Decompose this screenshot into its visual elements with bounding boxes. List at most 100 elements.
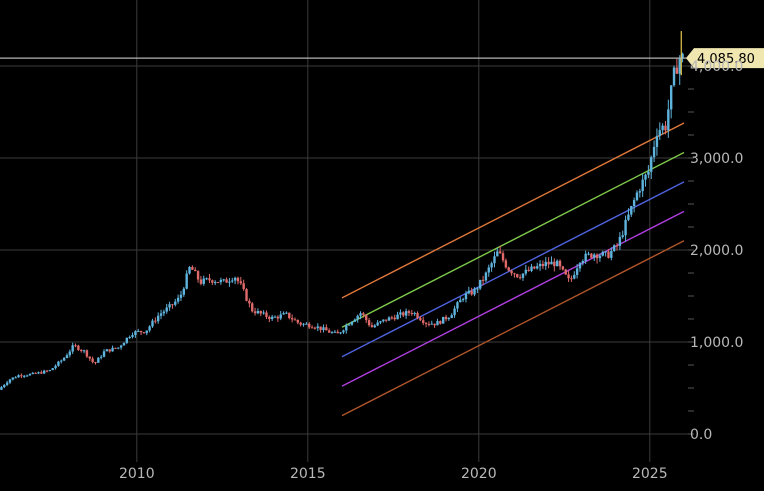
- candle[interactable]: [473, 288, 476, 295]
- candle[interactable]: [544, 261, 547, 267]
- candle[interactable]: [567, 274, 570, 279]
- candle[interactable]: [593, 254, 596, 258]
- candle[interactable]: [459, 299, 462, 303]
- candle[interactable]: [561, 266, 565, 270]
- candle[interactable]: [248, 300, 251, 304]
- candle[interactable]: [270, 316, 274, 320]
- candle[interactable]: [407, 311, 411, 314]
- candle[interactable]: [658, 130, 661, 136]
- candle[interactable]: [373, 325, 376, 328]
- candle[interactable]: [450, 315, 453, 319]
- candle[interactable]: [3, 384, 6, 388]
- candle[interactable]: [498, 251, 502, 254]
- candle[interactable]: [481, 279, 485, 281]
- candle[interactable]: [111, 347, 114, 352]
- candle[interactable]: [134, 331, 137, 335]
- candle[interactable]: [487, 267, 490, 273]
- candle[interactable]: [148, 326, 151, 331]
- candle[interactable]: [159, 313, 163, 316]
- candle[interactable]: [40, 372, 43, 374]
- candle[interactable]: [5, 382, 9, 385]
- candle[interactable]: [20, 375, 23, 377]
- candle[interactable]: [573, 274, 576, 279]
- channel-line-4[interactable]: [341, 240, 685, 417]
- candle[interactable]: [345, 325, 348, 331]
- candle[interactable]: [302, 323, 305, 325]
- candle[interactable]: [23, 375, 26, 377]
- candle[interactable]: [0, 387, 3, 390]
- candle[interactable]: [296, 319, 300, 323]
- candle[interactable]: [168, 304, 171, 308]
- candle[interactable]: [231, 280, 234, 282]
- candle[interactable]: [185, 273, 188, 289]
- candle[interactable]: [162, 311, 166, 314]
- candle[interactable]: [97, 357, 100, 363]
- candle[interactable]: [447, 318, 451, 320]
- candle[interactable]: [638, 191, 642, 193]
- candle[interactable]: [25, 375, 29, 377]
- candle[interactable]: [42, 370, 46, 374]
- candle[interactable]: [222, 279, 225, 281]
- candle[interactable]: [137, 330, 140, 332]
- candle[interactable]: [402, 312, 405, 316]
- candle[interactable]: [516, 274, 519, 278]
- candle[interactable]: [68, 351, 72, 356]
- candle[interactable]: [524, 269, 528, 274]
- candle[interactable]: [365, 314, 368, 321]
- candle[interactable]: [404, 311, 408, 316]
- candle[interactable]: [122, 342, 126, 346]
- candle[interactable]: [310, 327, 314, 329]
- candle[interactable]: [513, 273, 516, 275]
- candle[interactable]: [242, 283, 245, 290]
- candle[interactable]: [91, 358, 94, 363]
- candle[interactable]: [196, 271, 200, 280]
- candle[interactable]: [347, 324, 351, 326]
- candle[interactable]: [479, 279, 482, 289]
- candle[interactable]: [94, 362, 97, 364]
- candle[interactable]: [205, 278, 208, 280]
- candle[interactable]: [288, 312, 291, 319]
- candle[interactable]: [362, 313, 365, 315]
- candle[interactable]: [635, 192, 639, 201]
- candle[interactable]: [34, 372, 37, 374]
- candle[interactable]: [632, 200, 636, 207]
- candle[interactable]: [607, 251, 610, 258]
- candle[interactable]: [461, 299, 465, 301]
- candle[interactable]: [584, 253, 587, 262]
- candle[interactable]: [176, 297, 180, 302]
- candle[interactable]: [581, 261, 585, 264]
- candle[interactable]: [353, 319, 357, 322]
- candle[interactable]: [350, 321, 354, 325]
- candle[interactable]: [436, 321, 439, 326]
- candle[interactable]: [430, 323, 433, 325]
- candle[interactable]: [419, 317, 422, 321]
- candle[interactable]: [342, 330, 345, 333]
- candle[interactable]: [379, 321, 382, 323]
- candle[interactable]: [105, 349, 109, 352]
- candle[interactable]: [54, 365, 57, 369]
- candle[interactable]: [202, 278, 205, 284]
- candle[interactable]: [17, 375, 20, 378]
- candle[interactable]: [57, 361, 60, 366]
- candle[interactable]: [427, 323, 431, 325]
- candle[interactable]: [199, 279, 203, 284]
- candle[interactable]: [88, 356, 91, 359]
- candle[interactable]: [156, 315, 160, 322]
- candle[interactable]: [490, 263, 493, 268]
- candle[interactable]: [439, 321, 442, 324]
- candle[interactable]: [655, 135, 659, 147]
- candle[interactable]: [464, 293, 468, 300]
- candle[interactable]: [424, 322, 428, 324]
- candle[interactable]: [470, 290, 473, 295]
- candle[interactable]: [410, 313, 414, 315]
- candle[interactable]: [62, 358, 66, 361]
- candle[interactable]: [356, 315, 359, 320]
- candlestick-series[interactable]: [0, 31, 684, 391]
- candle[interactable]: [171, 304, 174, 306]
- candle[interactable]: [48, 370, 52, 372]
- candle[interactable]: [384, 319, 388, 321]
- candle[interactable]: [618, 236, 622, 246]
- candle[interactable]: [444, 316, 448, 320]
- candle[interactable]: [102, 351, 106, 357]
